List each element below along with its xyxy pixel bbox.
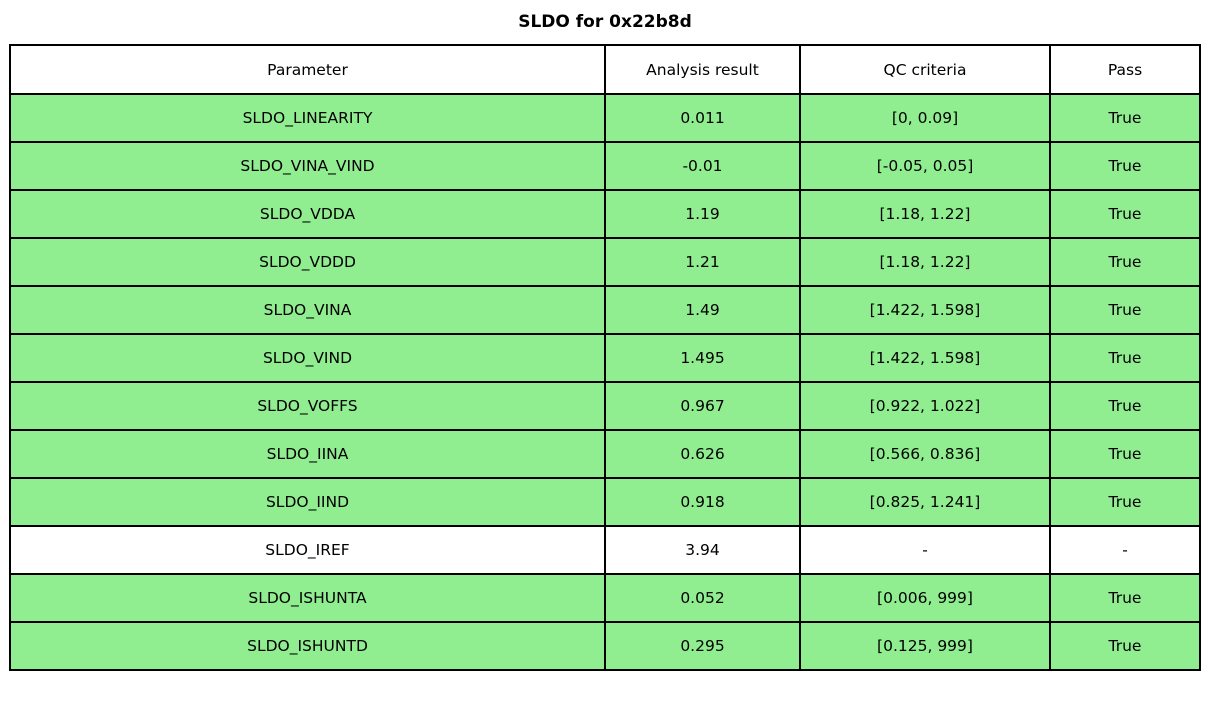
cell-criteria: -	[799, 525, 1051, 575]
cell-parameter: SLDO_VDDD	[9, 237, 606, 287]
cell-parameter: SLDO_ISHUNTA	[9, 573, 606, 623]
header-analysis-result: Analysis result	[604, 44, 801, 95]
cell-pass: True	[1049, 429, 1201, 479]
cell-criteria: [0.825, 1.241]	[799, 477, 1051, 527]
cell-result: 1.21	[604, 237, 801, 287]
cell-result: 3.94	[604, 525, 801, 575]
cell-criteria: [1.422, 1.598]	[799, 285, 1051, 335]
header-pass: Pass	[1049, 44, 1201, 95]
header-row: Parameter Analysis result QC criteria Pa…	[9, 44, 1201, 95]
cell-pass: True	[1049, 573, 1201, 623]
cell-result: 0.626	[604, 429, 801, 479]
header-qc-criteria: QC criteria	[799, 44, 1051, 95]
cell-parameter: SLDO_LINEARITY	[9, 93, 606, 143]
cell-parameter: SLDO_ISHUNTD	[9, 621, 606, 671]
table-row: SLDO_ISHUNTA 0.052 [0.006, 999] True	[9, 573, 1201, 623]
table-row: SLDO_ISHUNTD 0.295 [0.125, 999] True	[9, 621, 1201, 671]
cell-criteria: [-0.05, 0.05]	[799, 141, 1051, 191]
cell-parameter: SLDO_VIND	[9, 333, 606, 383]
cell-pass: True	[1049, 381, 1201, 431]
cell-pass: True	[1049, 477, 1201, 527]
table-row: SLDO_VIND 1.495 [1.422, 1.598] True	[9, 333, 1201, 383]
header-parameter: Parameter	[9, 44, 606, 95]
cell-result: 1.495	[604, 333, 801, 383]
qc-results-table: Parameter Analysis result QC criteria Pa…	[9, 44, 1201, 671]
cell-parameter: SLDO_IREF	[9, 525, 606, 575]
cell-parameter: SLDO_IINA	[9, 429, 606, 479]
cell-parameter: SLDO_VINA_VIND	[9, 141, 606, 191]
cell-pass: True	[1049, 141, 1201, 191]
cell-result: -0.01	[604, 141, 801, 191]
table-row: SLDO_IIND 0.918 [0.825, 1.241] True	[9, 477, 1201, 527]
cell-result: 0.295	[604, 621, 801, 671]
table-row: SLDO_VOFFS 0.967 [0.922, 1.022] True	[9, 381, 1201, 431]
cell-criteria: [1.422, 1.598]	[799, 333, 1051, 383]
cell-pass: True	[1049, 621, 1201, 671]
table-row: SLDO_IREF 3.94- -	[9, 525, 1201, 575]
cell-criteria: [1.18, 1.22]	[799, 189, 1051, 239]
cell-result: 0.918	[604, 477, 801, 527]
cell-result: 1.49	[604, 285, 801, 335]
cell-criteria: [1.18, 1.22]	[799, 237, 1051, 287]
cell-pass: True	[1049, 333, 1201, 383]
table-row: SLDO_VDDD 1.21 [1.18, 1.22] True	[9, 237, 1201, 287]
cell-criteria: [0, 0.09]	[799, 93, 1051, 143]
cell-result: 0.052	[604, 573, 801, 623]
table-row: SLDO_LINEARITY 0.011 [0, 0.09] True	[9, 93, 1201, 143]
page-title: SLDO for 0x22b8d	[518, 12, 692, 32]
cell-pass: True	[1049, 285, 1201, 335]
cell-criteria: [0.125, 999]	[799, 621, 1051, 671]
cell-criteria: [0.922, 1.022]	[799, 381, 1051, 431]
cell-parameter: SLDO_VINA	[9, 285, 606, 335]
table-row: SLDO_VDDA 1.19 [1.18, 1.22] True	[9, 189, 1201, 239]
cell-result: 0.967	[604, 381, 801, 431]
cell-pass: True	[1049, 93, 1201, 143]
cell-criteria: [0.006, 999]	[799, 573, 1051, 623]
cell-pass: True	[1049, 237, 1201, 287]
table-row: SLDO_VINA_VIND -0.01 [-0.05, 0.05] True	[9, 141, 1201, 191]
table-header: Parameter Analysis result QC criteria Pa…	[9, 44, 1201, 95]
cell-result: 1.19	[604, 189, 801, 239]
cell-result: 0.011	[604, 93, 801, 143]
table-row: SLDO_IINA 0.626 [0.566, 0.836] True	[9, 429, 1201, 479]
cell-parameter: SLDO_VDDA	[9, 189, 606, 239]
cell-parameter: SLDO_IIND	[9, 477, 606, 527]
table-row: SLDO_VINA 1.49 [1.422, 1.598] True	[9, 285, 1201, 335]
table-body: SLDO_LINEARITY 0.011 [0, 0.09] True SLDO_VIN…	[9, 93, 1201, 671]
cell-pass: True	[1049, 189, 1201, 239]
cell-pass: -	[1049, 525, 1201, 575]
cell-parameter: SLDO_VOFFS	[9, 381, 606, 431]
cell-criteria: [0.566, 0.836]	[799, 429, 1051, 479]
